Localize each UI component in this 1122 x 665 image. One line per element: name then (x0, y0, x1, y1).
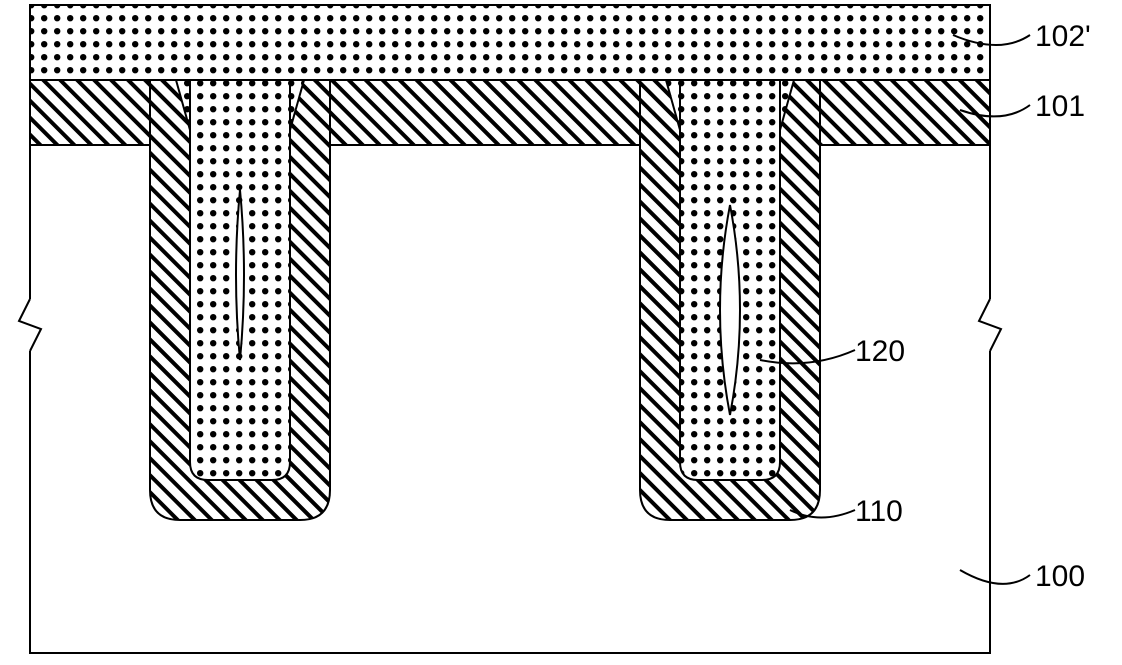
label-102: 102' (1035, 20, 1091, 54)
label-120: 120 (855, 335, 905, 369)
label-101: 101 (1035, 90, 1085, 124)
diagram-svg (0, 0, 1122, 665)
label-100: 100 (1035, 560, 1085, 594)
label-110: 110 (855, 495, 903, 529)
